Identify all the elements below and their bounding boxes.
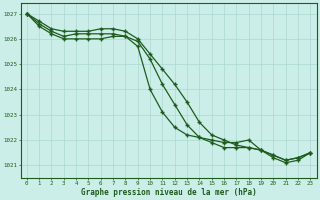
X-axis label: Graphe pression niveau de la mer (hPa): Graphe pression niveau de la mer (hPa) [81,188,256,197]
